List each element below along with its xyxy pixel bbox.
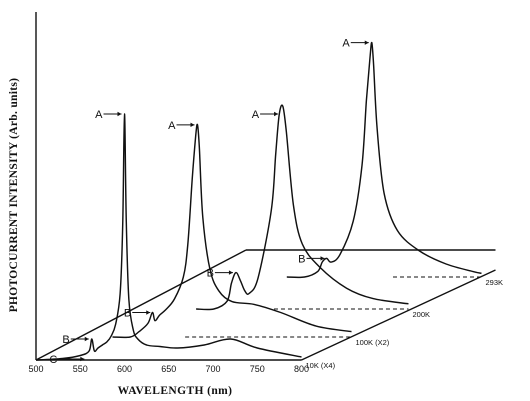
temp-label-100k-x2: 100K (X2): [356, 338, 390, 347]
svg-text:B: B: [207, 268, 214, 280]
peak-marker-a-100k-x2: A: [168, 120, 195, 132]
svg-text:B: B: [124, 308, 131, 320]
peak-marker-b-293k: B: [298, 253, 325, 265]
svg-text:C: C: [49, 354, 57, 366]
x-tick-750: 750: [250, 364, 265, 374]
peak-marker-a-293k: A: [342, 38, 369, 50]
x-axis-label: WAVELENGTH (nm): [118, 385, 233, 397]
y-axis-label: PHOTOCURRENT INTENSITY (Arb. units): [8, 78, 20, 313]
peak-marker-c-10k-x4: C: [49, 354, 85, 366]
peak-marker-a-200k: A: [252, 109, 279, 121]
temp-label-200k: 200K: [413, 310, 431, 319]
svg-text:A: A: [252, 109, 260, 121]
temp-label-10k-x4: 10K (X4): [306, 361, 336, 370]
spectra-curves: [35, 41, 482, 361]
peak-marker-b-200k: B: [207, 268, 233, 280]
svg-text:B: B: [298, 253, 305, 265]
peak-marker-b-10k-x4: B: [62, 334, 89, 346]
x-tick-500: 500: [28, 364, 43, 374]
x-tick-550: 550: [73, 364, 88, 374]
x-tick-labels: 500 550 600 650 700 750 800: [28, 364, 309, 374]
curve-200k: [196, 104, 409, 311]
x-tick-600: 600: [117, 364, 132, 374]
x-tick-700: 700: [205, 364, 220, 374]
temp-label-293k: 293K: [486, 278, 504, 287]
svg-text:B: B: [62, 334, 69, 346]
svg-text:A: A: [168, 120, 176, 132]
svg-text:A: A: [342, 38, 350, 50]
svg-text:A: A: [95, 109, 103, 121]
curve-100k-x2: [112, 123, 352, 339]
axes: [35, 12, 496, 361]
depth-axis-left: [35, 249, 247, 361]
curve-293k: [286, 41, 482, 279]
curve-10k-x4: [35, 113, 302, 361]
x-tick-800: 800: [294, 364, 309, 374]
depth-axis-right: [301, 269, 496, 361]
peak-marker-a-10k-x4: A: [95, 109, 122, 121]
baseline-dashes: [185, 276, 482, 338]
peak-marker-b-100k-x2: B: [124, 308, 151, 320]
temperature-labels: 293K 200K 100K (X2) 10K (X4): [306, 278, 504, 370]
x-tick-650: 650: [161, 364, 176, 374]
